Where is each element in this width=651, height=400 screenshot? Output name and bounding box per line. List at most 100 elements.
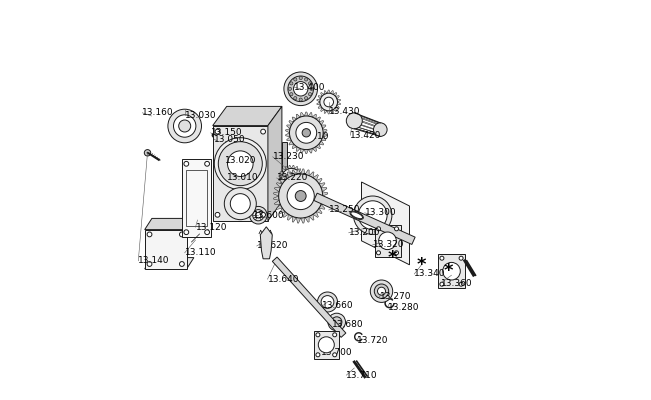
Circle shape	[310, 87, 313, 90]
Circle shape	[204, 161, 210, 166]
Circle shape	[230, 194, 250, 214]
Polygon shape	[297, 184, 301, 187]
Text: 13.230: 13.230	[273, 152, 304, 161]
Polygon shape	[322, 192, 328, 196]
Polygon shape	[282, 169, 286, 172]
Circle shape	[179, 120, 191, 132]
Polygon shape	[309, 214, 314, 220]
Text: 13.680: 13.680	[331, 320, 363, 329]
Polygon shape	[337, 102, 340, 105]
Text: *: *	[444, 262, 454, 280]
Text: 13.250: 13.250	[329, 206, 360, 214]
Circle shape	[253, 210, 264, 221]
Polygon shape	[287, 172, 292, 178]
Polygon shape	[294, 186, 298, 190]
Text: 13.320: 13.320	[373, 240, 404, 249]
Text: 13.620: 13.620	[256, 242, 288, 250]
Polygon shape	[300, 112, 304, 117]
Circle shape	[282, 168, 301, 188]
Polygon shape	[286, 125, 292, 129]
Polygon shape	[319, 183, 325, 188]
Polygon shape	[301, 175, 304, 178]
Polygon shape	[321, 108, 324, 112]
Text: 13.010: 13.010	[227, 174, 258, 182]
Circle shape	[378, 287, 385, 295]
Circle shape	[302, 129, 311, 137]
Bar	[374, 225, 400, 257]
Circle shape	[331, 317, 342, 327]
Polygon shape	[335, 96, 339, 99]
Circle shape	[376, 227, 380, 231]
Text: 13.280: 13.280	[387, 303, 419, 312]
Circle shape	[215, 129, 220, 134]
Text: 13.220: 13.220	[277, 174, 308, 182]
Polygon shape	[280, 181, 284, 184]
Polygon shape	[321, 125, 326, 129]
Text: 13.210: 13.210	[298, 132, 330, 141]
Circle shape	[440, 256, 444, 260]
Text: 13.110: 13.110	[185, 248, 216, 257]
Polygon shape	[283, 212, 288, 217]
Circle shape	[324, 97, 333, 107]
Circle shape	[288, 76, 314, 102]
Polygon shape	[321, 188, 327, 192]
Circle shape	[260, 212, 266, 217]
Polygon shape	[319, 120, 324, 125]
Polygon shape	[309, 172, 314, 178]
Text: 13.020: 13.020	[225, 156, 256, 165]
Circle shape	[379, 232, 396, 250]
Text: 13.420: 13.420	[350, 131, 381, 140]
Text: 13.360: 13.360	[441, 279, 473, 288]
Polygon shape	[324, 90, 327, 94]
Text: 13.270: 13.270	[380, 292, 411, 301]
Circle shape	[376, 251, 380, 255]
Polygon shape	[317, 99, 320, 102]
Circle shape	[296, 190, 306, 202]
Circle shape	[147, 232, 152, 237]
Polygon shape	[309, 148, 312, 153]
Polygon shape	[279, 208, 285, 214]
Ellipse shape	[351, 212, 363, 219]
Polygon shape	[317, 102, 320, 105]
Circle shape	[294, 78, 297, 81]
Polygon shape	[319, 141, 324, 145]
Text: 13.720: 13.720	[357, 336, 388, 345]
Polygon shape	[282, 142, 286, 205]
Circle shape	[214, 138, 266, 190]
Polygon shape	[316, 178, 322, 184]
Text: 13.140: 13.140	[138, 256, 170, 265]
Polygon shape	[145, 230, 187, 269]
Circle shape	[294, 82, 308, 96]
Polygon shape	[335, 105, 339, 108]
Circle shape	[294, 96, 297, 100]
Circle shape	[309, 82, 312, 85]
Polygon shape	[213, 106, 282, 126]
Polygon shape	[279, 175, 283, 178]
Circle shape	[255, 212, 261, 218]
Polygon shape	[321, 200, 327, 204]
Polygon shape	[285, 166, 288, 170]
Circle shape	[459, 256, 463, 260]
Circle shape	[374, 123, 387, 136]
Polygon shape	[277, 204, 283, 209]
Polygon shape	[289, 141, 294, 145]
Polygon shape	[273, 196, 279, 200]
Circle shape	[395, 227, 398, 231]
Circle shape	[174, 115, 196, 137]
Polygon shape	[319, 204, 325, 209]
Polygon shape	[316, 208, 322, 214]
Polygon shape	[300, 148, 304, 153]
Polygon shape	[316, 117, 320, 122]
Circle shape	[204, 230, 210, 234]
Polygon shape	[361, 182, 409, 265]
Circle shape	[333, 353, 337, 357]
Polygon shape	[327, 90, 330, 93]
Polygon shape	[275, 188, 281, 192]
Circle shape	[290, 92, 293, 96]
Text: 13.660: 13.660	[322, 302, 354, 310]
Polygon shape	[309, 112, 312, 117]
Polygon shape	[337, 99, 340, 102]
Circle shape	[395, 251, 398, 255]
Polygon shape	[318, 105, 322, 108]
Circle shape	[184, 161, 189, 166]
